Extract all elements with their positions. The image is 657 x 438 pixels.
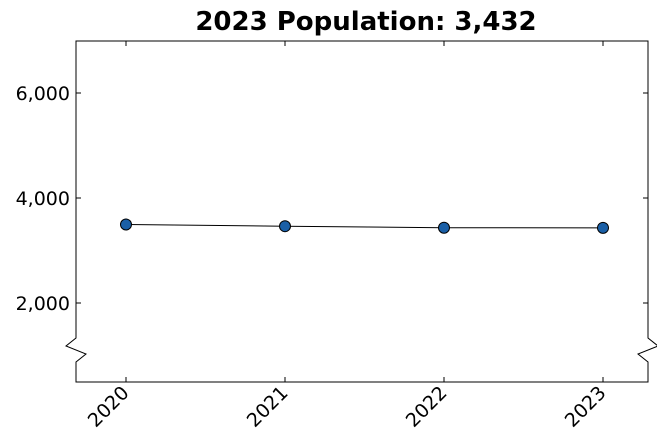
- plot-frame-border: [65, 40, 657, 383]
- series-line-0: [125, 224, 604, 229]
- y-tick-label-0: 2,000: [16, 293, 70, 315]
- series-group: [120, 218, 609, 234]
- y-axis-ticks: 2,000 4,000 6,000: [16, 83, 648, 315]
- data-point-2023: [597, 221, 609, 234]
- plot-frame: [65, 40, 657, 383]
- chart-title: 2023 Population: 3,432: [195, 7, 536, 37]
- x-tick-label-3: 2023: [561, 382, 611, 432]
- x-tick-label-1: 2021: [243, 382, 293, 432]
- y-tick-label-2: 6,000: [16, 83, 70, 105]
- x-tick-label-0: 2020: [84, 382, 134, 432]
- x-axis-ticks: 2020 2021 2022 2023: [84, 41, 611, 432]
- y-tick-label-1: 4,000: [16, 188, 70, 210]
- data-point-2021: [279, 220, 291, 233]
- data-point-2020: [120, 218, 132, 231]
- x-tick-label-2: 2022: [402, 382, 452, 432]
- data-point-2022: [438, 221, 450, 234]
